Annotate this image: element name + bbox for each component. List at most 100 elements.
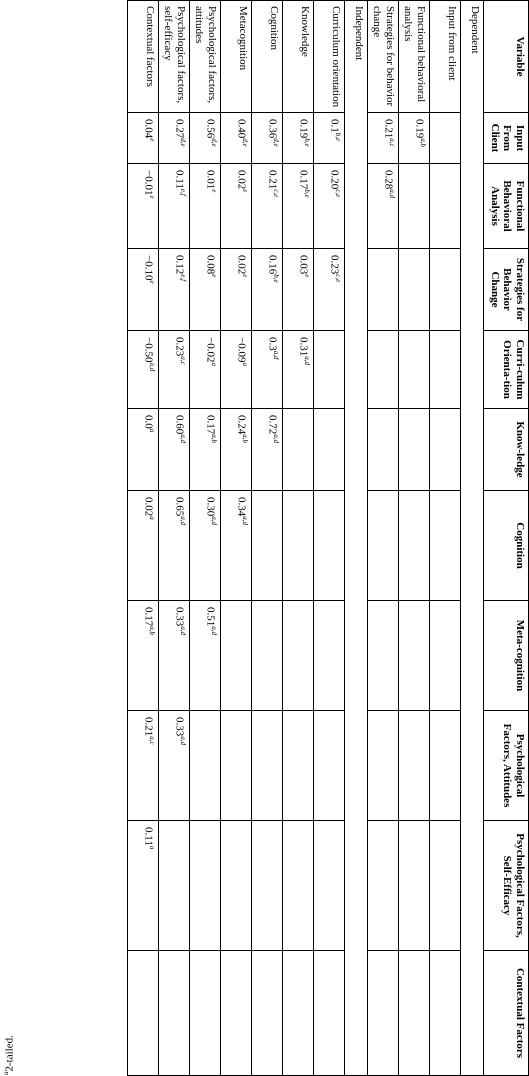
row-label: Cognition: [251, 0, 283, 113]
cell-superscript: a,b: [148, 626, 156, 635]
cell-superscript: a,d: [272, 434, 280, 443]
row-label: Input from client: [429, 0, 461, 113]
value-cell: [429, 490, 461, 601]
value-cell: 0.28a,d: [367, 163, 399, 249]
value-cell: 0.20c,e: [313, 163, 345, 249]
value-cell: [313, 710, 345, 821]
value-cell: 0.34a,d: [220, 490, 252, 601]
value-cell: 0.51a,d: [189, 600, 221, 711]
row-label: Psychological factors, self-efficacy: [158, 0, 190, 113]
value-cell: [313, 408, 345, 491]
cell-value: 0.21: [382, 119, 395, 139]
value-cell: [367, 820, 399, 951]
cell-value: 0.3: [266, 337, 279, 351]
cell-value: 0.02: [235, 170, 248, 190]
row-label: Strategies for behavior change: [367, 0, 399, 113]
header-cell: Cognition: [483, 490, 529, 601]
cell-superscript: e,f: [179, 274, 187, 282]
header-cell: Contextual Factors: [483, 950, 529, 1076]
value-cell: −0.10e: [127, 248, 159, 331]
cell-superscript: a,d: [210, 626, 218, 635]
cell-superscript: d,e: [179, 138, 187, 147]
data-row: Psychological factors, attitudes 0.56d,e 0…: [189, 0, 221, 1076]
data-row: Cognition 0.36d,e 0.21c,e 0.16b,e 0.3a,d 0.72…: [251, 0, 283, 1076]
cell-value: 0.17: [204, 415, 217, 435]
header-cell: Psychological Factors, Self-Efficacy: [483, 820, 529, 951]
cell-superscript: a,d: [179, 736, 187, 745]
cell-value: 0.34: [235, 497, 248, 517]
value-cell: 0.60a,d: [158, 408, 190, 491]
cell-superscript: e: [210, 189, 218, 193]
value-cell: [251, 600, 283, 711]
value-cell: 0.12e,f: [158, 248, 190, 331]
value-cell: 0.65a,d: [158, 490, 190, 601]
header-cell: Input From Client: [483, 112, 529, 164]
value-cell: [127, 950, 159, 1076]
cell-superscript: b,e: [272, 274, 280, 283]
value-cell: [220, 820, 252, 951]
cell-superscript: a,d: [241, 516, 249, 525]
value-cell: 0.33a,d: [158, 600, 190, 711]
cell-value: 0.56: [204, 119, 217, 139]
value-cell: [282, 490, 314, 601]
value-cell: 0.0a: [127, 408, 159, 491]
value-cell: −0.02a: [189, 330, 221, 409]
data-row: Knowledge 0.19b,e 0.17b,e 0.03e 0.31a,d: [282, 0, 314, 1076]
cell-superscript: c,e: [334, 189, 342, 198]
value-cell: 0.31a,d: [282, 330, 314, 409]
value-cell: [282, 408, 314, 491]
value-cell: 0.21c,e: [251, 163, 283, 249]
cell-value: 0.24: [235, 415, 248, 435]
value-cell: 0.11a: [127, 820, 159, 951]
cell-value: 0.65: [173, 497, 186, 517]
value-cell: [429, 950, 461, 1076]
value-cell: 0.17a,b: [127, 600, 159, 711]
value-cell: [398, 950, 430, 1076]
cell-superscript: d,e: [210, 138, 218, 147]
value-cell: 0.11e,f: [158, 163, 190, 249]
value-cell: [367, 490, 399, 601]
value-cell: 0.30a,d: [189, 490, 221, 601]
value-cell: [189, 950, 221, 1076]
cell-superscript: a,d: [210, 516, 218, 525]
cell-value: 0.03: [297, 255, 310, 275]
value-cell: 0.04e: [127, 112, 159, 164]
cell-superscript: e: [148, 195, 156, 199]
cell-value: 0.20: [328, 170, 341, 190]
cell-value: −0.09: [235, 337, 248, 363]
value-cell: 0.72a,d: [251, 408, 283, 491]
cell-value: 0.11: [142, 827, 155, 846]
row-label: Functional behavioral analysis: [398, 0, 430, 113]
value-cell: [367, 600, 399, 711]
cell-value: 0.51: [204, 607, 217, 627]
value-cell: [367, 710, 399, 821]
value-cell: 0.36d,e: [251, 112, 283, 164]
data-row: Curriculum orientation 0.1b,e 0.20c,e 0.23c…: [313, 0, 345, 1076]
row-label: Contextual factors: [127, 0, 159, 113]
value-cell: 0.56d,e: [189, 112, 221, 164]
row-label: Curriculum orientation: [313, 0, 345, 113]
cell-superscript: e: [210, 274, 218, 278]
value-cell: [398, 490, 430, 601]
section-row: Dependent: [460, 0, 484, 1076]
cell-superscript: b,e: [303, 138, 311, 147]
cell-value: 0.23: [173, 337, 186, 357]
cell-superscript: d,e: [272, 138, 280, 147]
cell-value: 0.17: [297, 170, 310, 190]
value-cell: [220, 950, 252, 1076]
cell-superscript: a,d: [272, 350, 280, 360]
value-cell: 0.27d,e: [158, 112, 190, 164]
value-cell: 0.08e: [189, 248, 221, 331]
value-cell: 0.03e: [282, 248, 314, 331]
cell-value: −0.02: [204, 337, 217, 363]
value-cell: [398, 330, 430, 409]
cell-superscript: a,c: [388, 138, 396, 147]
header-cell: Know-ledge: [483, 408, 529, 491]
value-cell: [251, 820, 283, 951]
value-cell: [429, 330, 461, 409]
value-cell: 0.23a,c: [158, 330, 190, 409]
value-cell: [398, 710, 430, 821]
cell-superscript: a,d: [179, 626, 187, 635]
cell-superscript: e: [148, 280, 156, 284]
cell-value: 0.0: [142, 415, 155, 429]
